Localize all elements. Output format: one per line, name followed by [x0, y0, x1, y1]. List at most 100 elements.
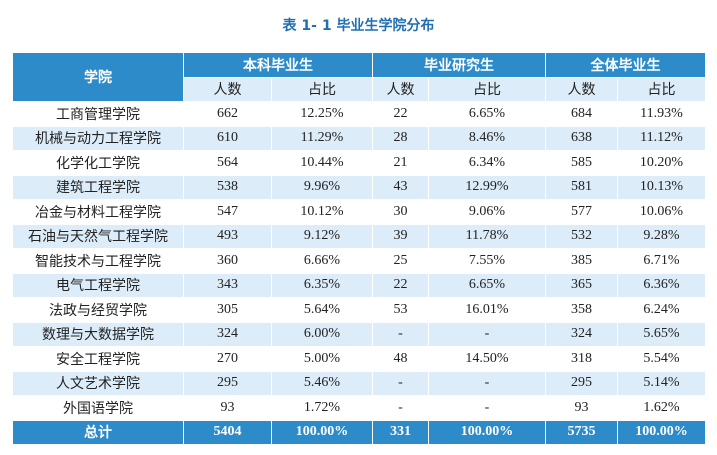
cell: 662 [183, 101, 272, 127]
total-cell: 5404 [183, 419, 272, 445]
cell: - [428, 395, 546, 421]
cell: 385 [545, 248, 618, 274]
group-header: 全体毕业生 [545, 52, 706, 78]
cell: 295 [545, 370, 618, 396]
subheader: 占比 [271, 76, 373, 102]
cell: 324 [183, 321, 272, 347]
cell: 318 [545, 346, 618, 372]
data-row: 冶金与材料工程学院 547 10.12% 30 9.06% 577 10.06% [12, 199, 706, 225]
data-row: 数理与大数据学院 324 6.00% - -324 5.65% [12, 321, 706, 347]
cell: 12.99% [428, 174, 546, 200]
college-name: 冶金与材料工程学院 [12, 199, 184, 225]
cell: 21 [372, 150, 429, 176]
cell: 5.00% [271, 346, 373, 372]
cell: 532 [545, 223, 618, 249]
cell: 5.46% [271, 370, 373, 396]
cell: 358 [545, 297, 618, 323]
college-name: 数理与大数据学院 [12, 321, 184, 347]
cell: 6.36% [617, 272, 706, 298]
subheader: 占比 [617, 76, 706, 102]
data-row: 机械与动力工程学院 610 11.29% 28 8.46% 638 11.12% [12, 125, 706, 151]
data-row: 智能技术与工程学院 360 6.66% 25 7.55% 385 6.71% [12, 248, 706, 274]
cell: 6.66% [271, 248, 373, 274]
cell: 6.00% [271, 321, 373, 347]
group-header: 毕业研究生 [372, 52, 546, 78]
cell: 5.64% [271, 297, 373, 323]
cell: 28 [372, 125, 429, 151]
cell: 12.25% [271, 101, 373, 127]
college-name: 机械与动力工程学院 [12, 125, 184, 151]
cell: 93 [545, 395, 618, 421]
cell: 10.20% [617, 150, 706, 176]
cell: 16.01% [428, 297, 546, 323]
cell: 53 [372, 297, 429, 323]
total-cell: 100.00% [271, 419, 373, 445]
total-cell: 总计 [12, 419, 184, 445]
college-name: 安全工程学院 [12, 346, 184, 372]
corner-header: 学院 [12, 52, 184, 102]
cell: 581 [545, 174, 618, 200]
cell: 295 [183, 370, 272, 396]
cell: 9.28% [617, 223, 706, 249]
cell: 39 [372, 223, 429, 249]
cell: 8.46% [428, 125, 546, 151]
cell: 11.78% [428, 223, 546, 249]
cell: 43 [372, 174, 429, 200]
data-row: 法政与经贸学院 305 5.64% 53 16.01% 358 6.24% [12, 297, 706, 323]
cell: 5.54% [617, 346, 706, 372]
cell: 10.12% [271, 199, 373, 225]
cell: 684 [545, 101, 618, 127]
cell: 48 [372, 346, 429, 372]
college-name: 建筑工程学院 [12, 174, 184, 200]
table-title: 表 1- 1 毕业生学院分布 [282, 18, 435, 34]
cell: 10.06% [617, 199, 706, 225]
cell: 493 [183, 223, 272, 249]
college-name: 电气工程学院 [12, 272, 184, 298]
cell: 538 [183, 174, 272, 200]
data-row: 石油与天然气工程学院 493 9.12% 39 11.78% 532 9.28% [12, 223, 706, 249]
cell: 305 [183, 297, 272, 323]
cell: 10.44% [271, 150, 373, 176]
cell: 6.34% [428, 150, 546, 176]
cell: 10.13% [617, 174, 706, 200]
cell: 360 [183, 248, 272, 274]
cell: 270 [183, 346, 272, 372]
total-cell: 100.00% [428, 419, 546, 445]
college-name: 工商管理学院 [12, 101, 184, 127]
cell: - [372, 321, 429, 347]
cell: 324 [545, 321, 618, 347]
total-row: 总计 5404 100.00% 331 100.00% 5735 100.00% [12, 419, 706, 445]
data-row: 人文艺术学院 295 5.46% - -295 5.14% [12, 370, 706, 396]
cell: 7.55% [428, 248, 546, 274]
data-row: 化学化工学院 564 10.44% 21 6.34% 585 10.20% [12, 150, 706, 176]
cell: - [428, 321, 546, 347]
cell: 577 [545, 199, 618, 225]
cell: - [372, 370, 429, 396]
subheader: 人数 [372, 76, 429, 102]
cell: 6.65% [428, 272, 546, 298]
cell: 547 [183, 199, 272, 225]
group-header: 本科毕业生 [183, 52, 373, 78]
data-row: 外国语学院 93 1.72% - -93 1.62% [12, 395, 706, 421]
cell: 9.96% [271, 174, 373, 200]
subheader-row: 人数 占比 人数 占比 人数 占比 [13, 76, 706, 102]
subheader: 占比 [428, 76, 546, 102]
cell: 11.93% [617, 101, 706, 127]
header-row: 学院 本科毕业生 毕业研究生 全体毕业生 [12, 52, 706, 102]
cell: 6.71% [617, 248, 706, 274]
table-body: 学院 本科毕业生 毕业研究生 全体毕业生 人数 占比 人数 占比 人数 占比 工商管理学院 662 12… [12, 52, 706, 445]
college-name: 外国语学院 [12, 395, 184, 421]
cell: 14.50% [428, 346, 546, 372]
cell: 6.35% [271, 272, 373, 298]
college-name: 人文艺术学院 [12, 370, 184, 396]
cell: 11.12% [617, 125, 706, 151]
college-name: 法政与经贸学院 [12, 297, 184, 323]
cell: - [372, 395, 429, 421]
distribution-table: 学院 本科毕业生 毕业研究生 全体毕业生 人数 占比 人数 占比 人数 占比 工商管理学院 662 12… [12, 52, 706, 445]
cell: 30 [372, 199, 429, 225]
cell: 5.65% [617, 321, 706, 347]
total-cell: 5735 [545, 419, 618, 445]
cell: 610 [183, 125, 272, 151]
cell: 9.06% [428, 199, 546, 225]
